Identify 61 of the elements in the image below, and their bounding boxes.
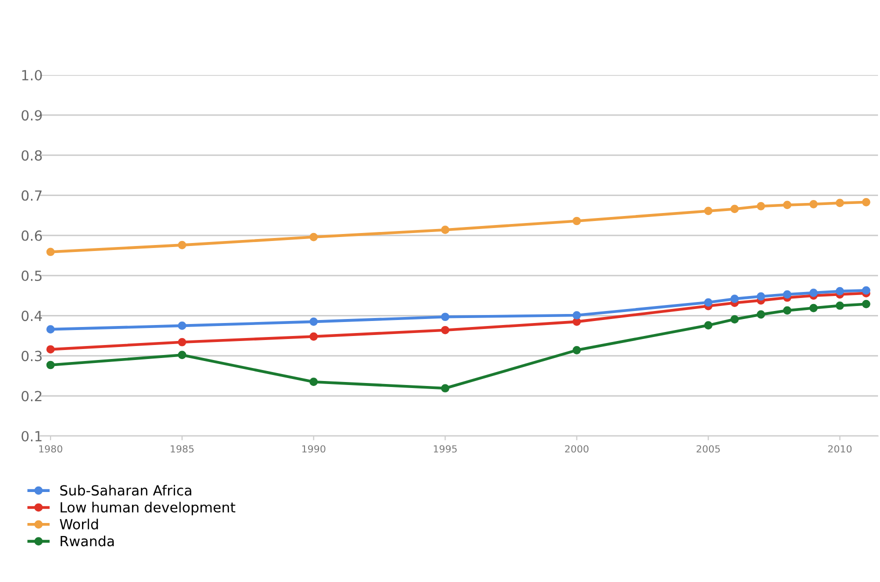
y-tick-label: 0.9	[22, 110, 42, 121]
point	[46, 248, 55, 256]
legend-label: Rwanda	[60, 536, 114, 546]
point	[309, 378, 318, 386]
point	[809, 288, 818, 297]
point	[836, 198, 844, 208]
x-tick-label: 1995	[434, 445, 457, 453]
x-tick-label: 2000	[565, 445, 588, 453]
point	[783, 306, 792, 315]
y-tick-label: 0.5	[22, 270, 42, 282]
point	[730, 204, 739, 214]
point	[572, 311, 581, 320]
y-tick-label: 0.7	[22, 190, 42, 201]
point	[862, 300, 870, 308]
legend-label: Sub-Saharan Africa	[60, 484, 192, 496]
y-tick-label: 0.1	[22, 430, 42, 442]
point	[46, 325, 55, 334]
point	[783, 290, 792, 299]
y-tick-label: 0.3	[22, 350, 42, 362]
point	[756, 310, 766, 319]
x-tick-label: 2010	[828, 445, 852, 453]
point	[46, 360, 55, 370]
point	[704, 298, 712, 307]
point	[836, 301, 844, 310]
legend-label: World	[60, 518, 98, 530]
point	[704, 321, 712, 330]
point	[809, 304, 818, 312]
point	[572, 346, 581, 354]
point	[441, 226, 450, 234]
point	[756, 202, 766, 210]
point	[441, 312, 450, 322]
point	[309, 232, 318, 242]
y-tick-label: 0.8	[22, 150, 42, 161]
point	[572, 216, 581, 226]
y-tick-label: 1.0	[22, 70, 42, 80]
x-tick-label: 1985	[170, 445, 194, 453]
point	[178, 350, 186, 360]
point	[441, 384, 450, 392]
x-tick-label: 2005	[696, 445, 720, 453]
point	[309, 318, 318, 326]
point	[862, 198, 870, 206]
y-tick-label: 0.2	[22, 390, 42, 402]
point	[730, 294, 739, 303]
point	[730, 315, 739, 324]
point	[809, 200, 818, 208]
point	[46, 345, 55, 354]
point	[756, 292, 766, 301]
x-tick-label: 1990	[302, 445, 326, 453]
y-tick-label: 0.6	[22, 230, 42, 241]
point	[441, 326, 450, 334]
point	[704, 206, 712, 216]
point	[178, 338, 186, 346]
point	[862, 286, 870, 295]
point	[178, 322, 186, 330]
point	[178, 240, 186, 250]
point	[309, 332, 318, 341]
y-tick-label: 0.4	[22, 310, 42, 322]
point	[783, 200, 792, 210]
point	[836, 287, 844, 296]
x-tick-label: 1980	[39, 445, 62, 453]
legend-label: Low human development	[60, 502, 236, 516]
